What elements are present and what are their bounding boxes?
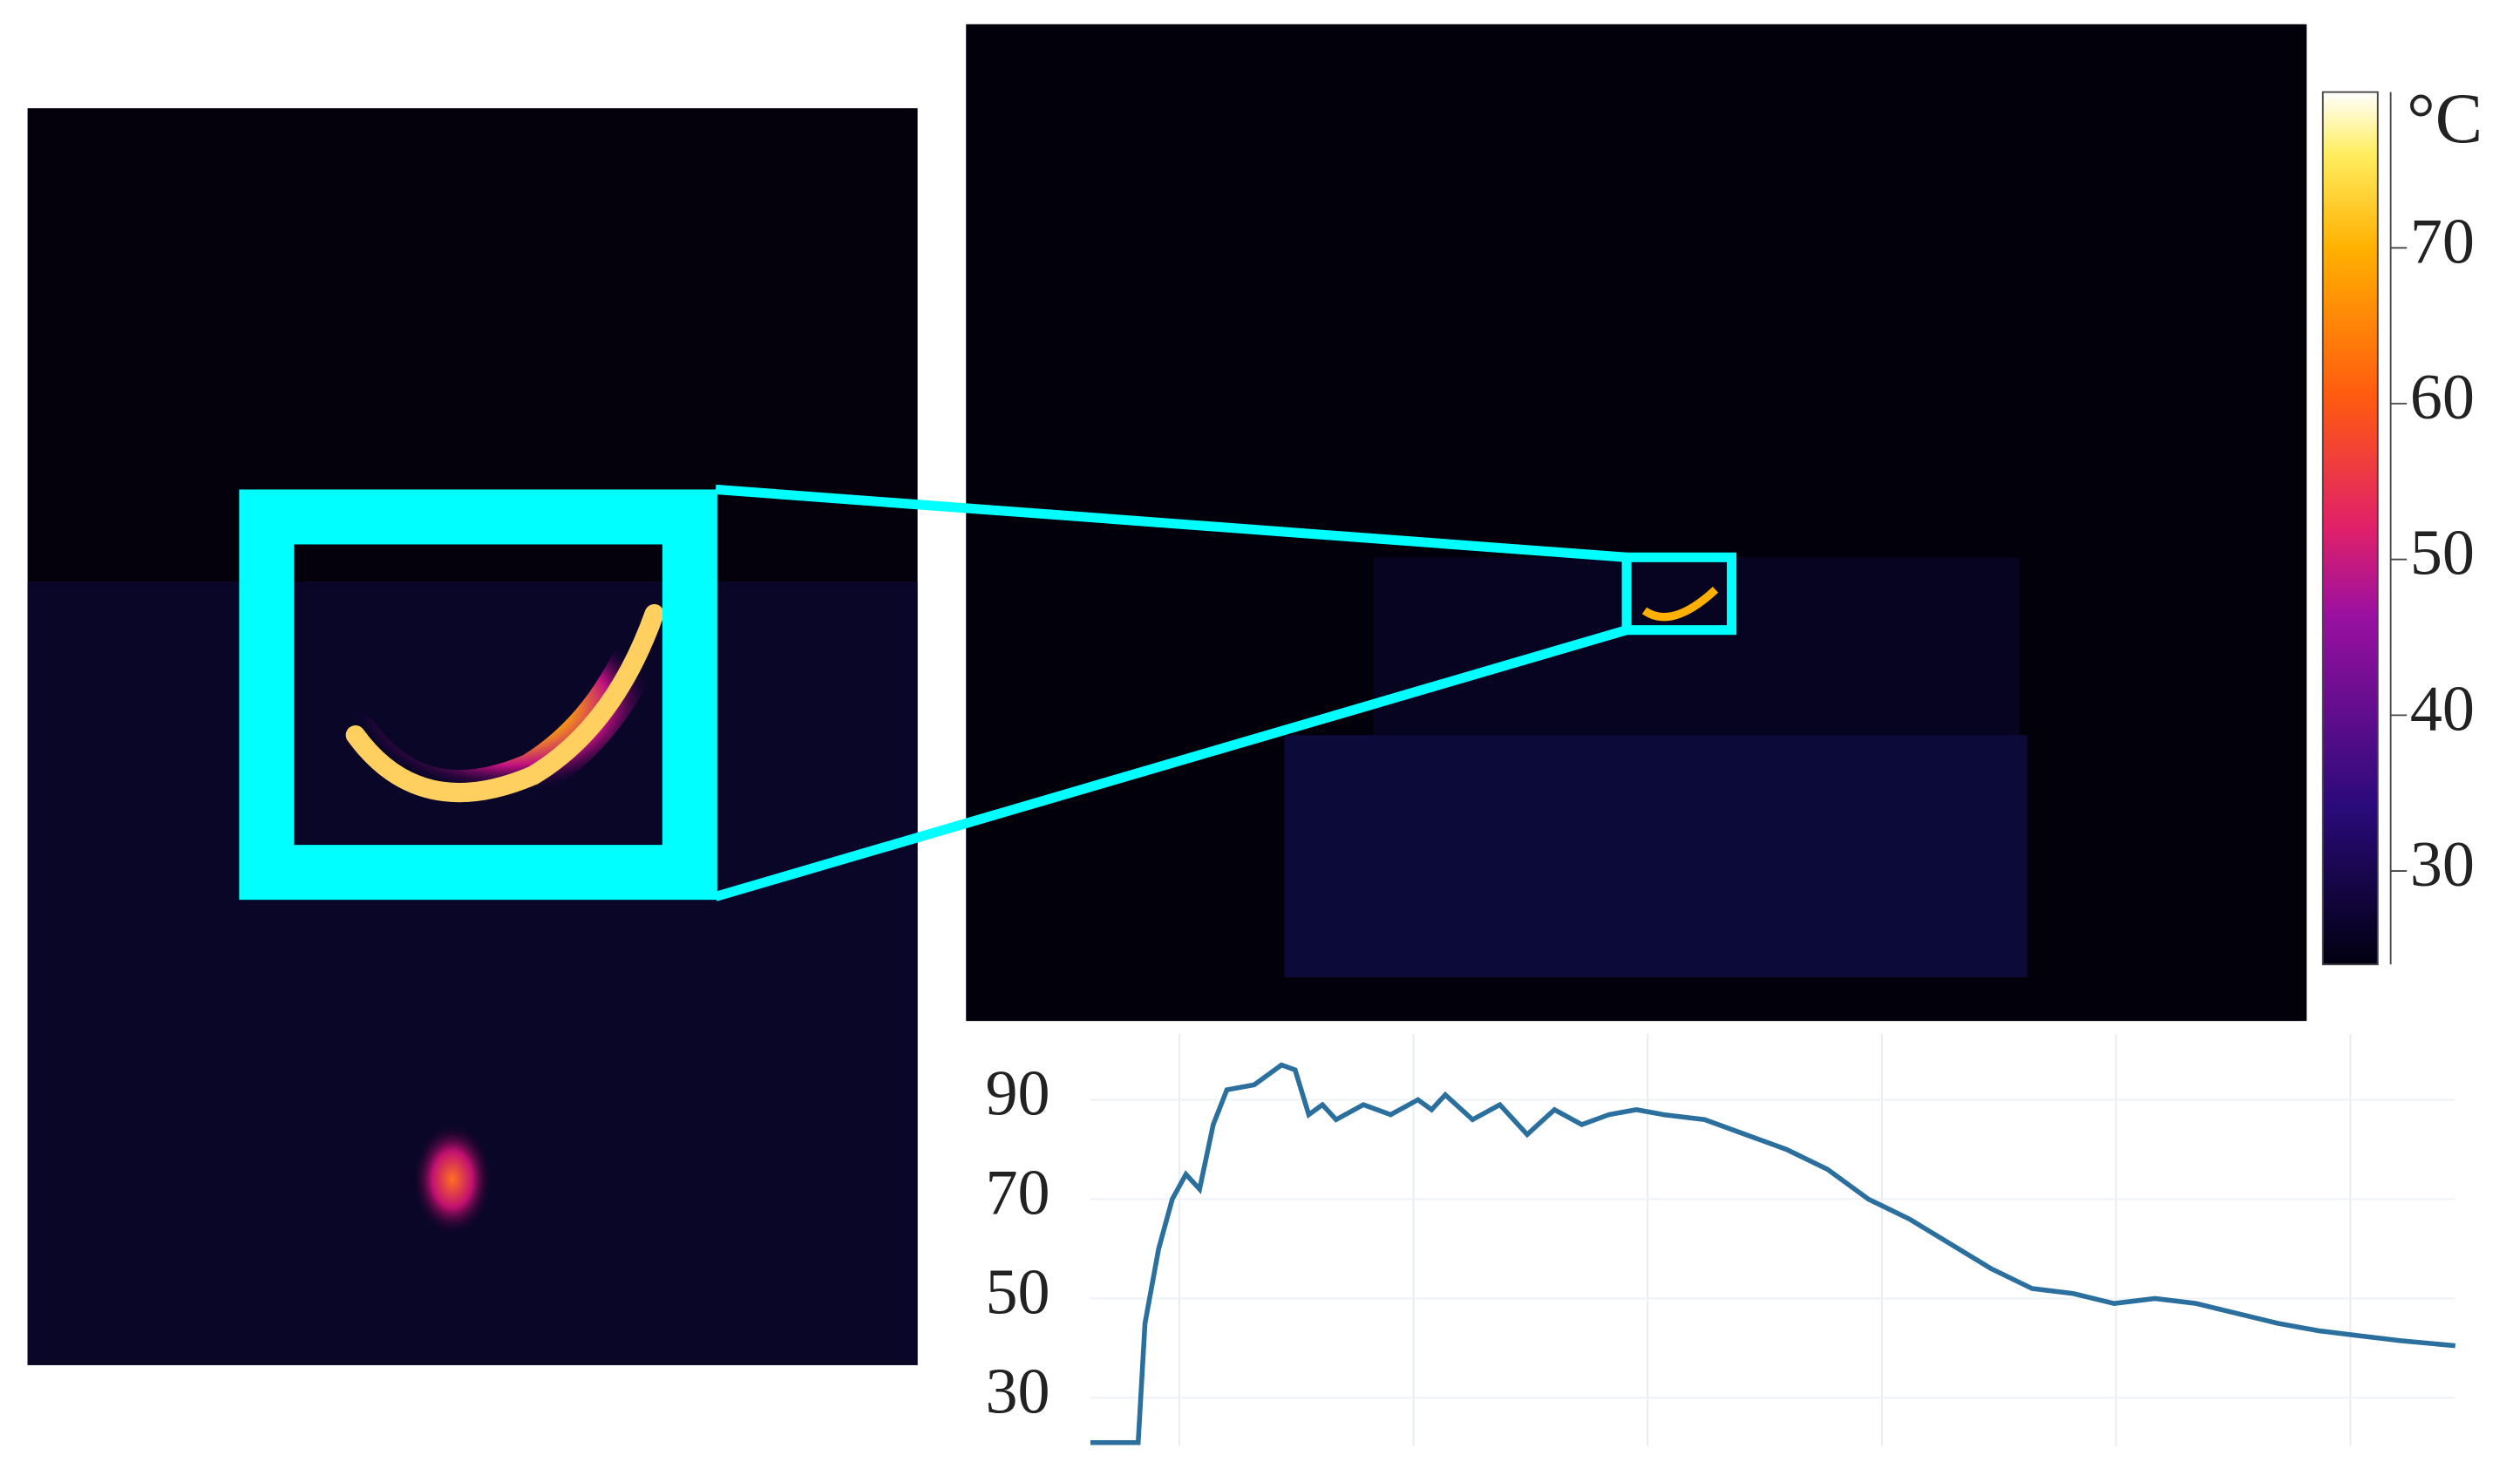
y-tick-label: 70 [985, 1157, 1049, 1228]
colorbar-tick-label: 30 [2410, 829, 2475, 901]
fixture [1284, 735, 2028, 978]
colorbar-tick-label: 60 [2410, 362, 2475, 433]
hot-core [345, 604, 664, 803]
y-tick-label: 90 [985, 1057, 1049, 1129]
zoom-connector [714, 625, 1628, 901]
colorbar [2321, 91, 2379, 966]
y-tick-label: 50 [985, 1256, 1049, 1328]
colorbar-unit: °C [2407, 78, 2483, 158]
y-tick-label: 30 [985, 1356, 1049, 1427]
source-box [1621, 552, 1737, 636]
colorbar-tick-label: 40 [2410, 673, 2475, 745]
hot-spot [411, 1122, 493, 1236]
colorbar-tick-label: 70 [2410, 206, 2475, 277]
hot-region-small [1641, 586, 1719, 622]
zoom-box [239, 489, 717, 901]
thermal-bg [27, 581, 918, 1365]
zoom-connector [715, 484, 1627, 562]
colorbar-ticks: 30 40 50 60 70 [2390, 206, 2475, 901]
workpiece [1373, 557, 2020, 736]
x-grid [1178, 1033, 2352, 1446]
colorbar-tick-label: 50 [2410, 518, 2475, 589]
line-chart: 30 50 70 90 [985, 1033, 2456, 1446]
line-series [1090, 1062, 2456, 1445]
